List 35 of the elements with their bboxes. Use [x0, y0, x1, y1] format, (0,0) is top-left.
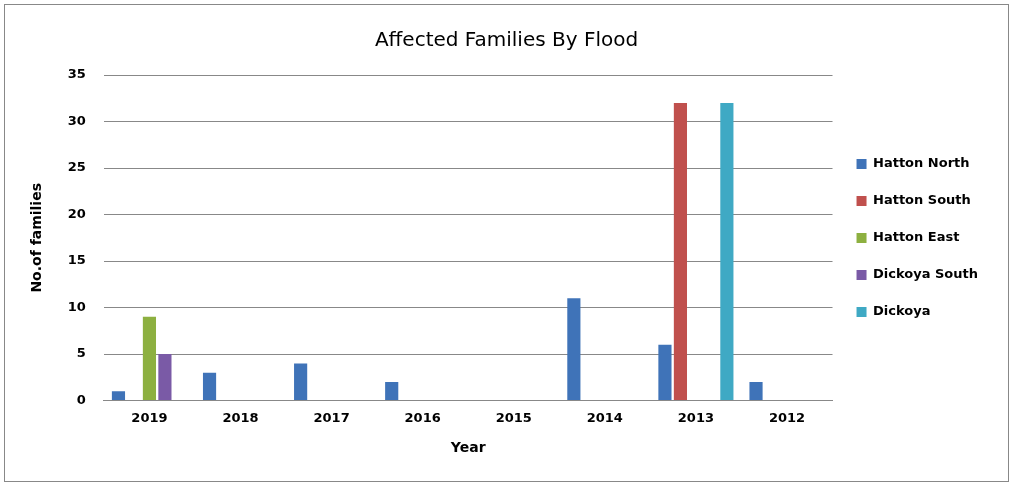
bar	[567, 298, 581, 401]
bar	[111, 391, 126, 401]
legend-label: Dickoya	[873, 303, 931, 319]
y-tick-label: 20	[67, 205, 86, 221]
x-axis-title: Year	[449, 439, 486, 456]
y-tick-label: 35	[67, 66, 86, 82]
x-tick-label: 2015	[495, 409, 532, 425]
x-tick-label: 2016	[404, 409, 441, 425]
bar	[749, 381, 763, 401]
legend-label: Dickoya South	[873, 266, 979, 282]
x-tick-label: 2012	[768, 409, 806, 425]
bar	[720, 102, 734, 401]
bar	[658, 344, 672, 401]
x-tick-label: 2019	[131, 409, 168, 425]
legend-label: Hatton North	[873, 155, 970, 171]
y-tick-label: 5	[76, 345, 86, 361]
y-tick-label: 25	[67, 159, 86, 175]
x-tick-label: 2014	[586, 409, 623, 425]
bar	[142, 316, 157, 401]
bar	[673, 102, 688, 401]
y-axis-title: No.of families	[28, 183, 45, 293]
bar	[385, 381, 399, 401]
bar	[294, 363, 308, 401]
x-tick-label: 2013	[677, 409, 714, 425]
legend-label: Hatton East	[873, 229, 960, 245]
legend-label: Hatton South	[873, 192, 971, 208]
bar	[158, 354, 172, 401]
x-tick-label: 2017	[313, 409, 350, 425]
y-tick-label: 10	[67, 298, 86, 314]
y-tick-label: 30	[67, 112, 86, 128]
y-tick-label: 15	[67, 252, 86, 268]
x-tick-label: 2018	[222, 409, 259, 425]
y-tick-label: 0	[76, 391, 86, 407]
chart-title: Affected Families By Flood	[374, 27, 639, 52]
bar	[202, 372, 217, 401]
